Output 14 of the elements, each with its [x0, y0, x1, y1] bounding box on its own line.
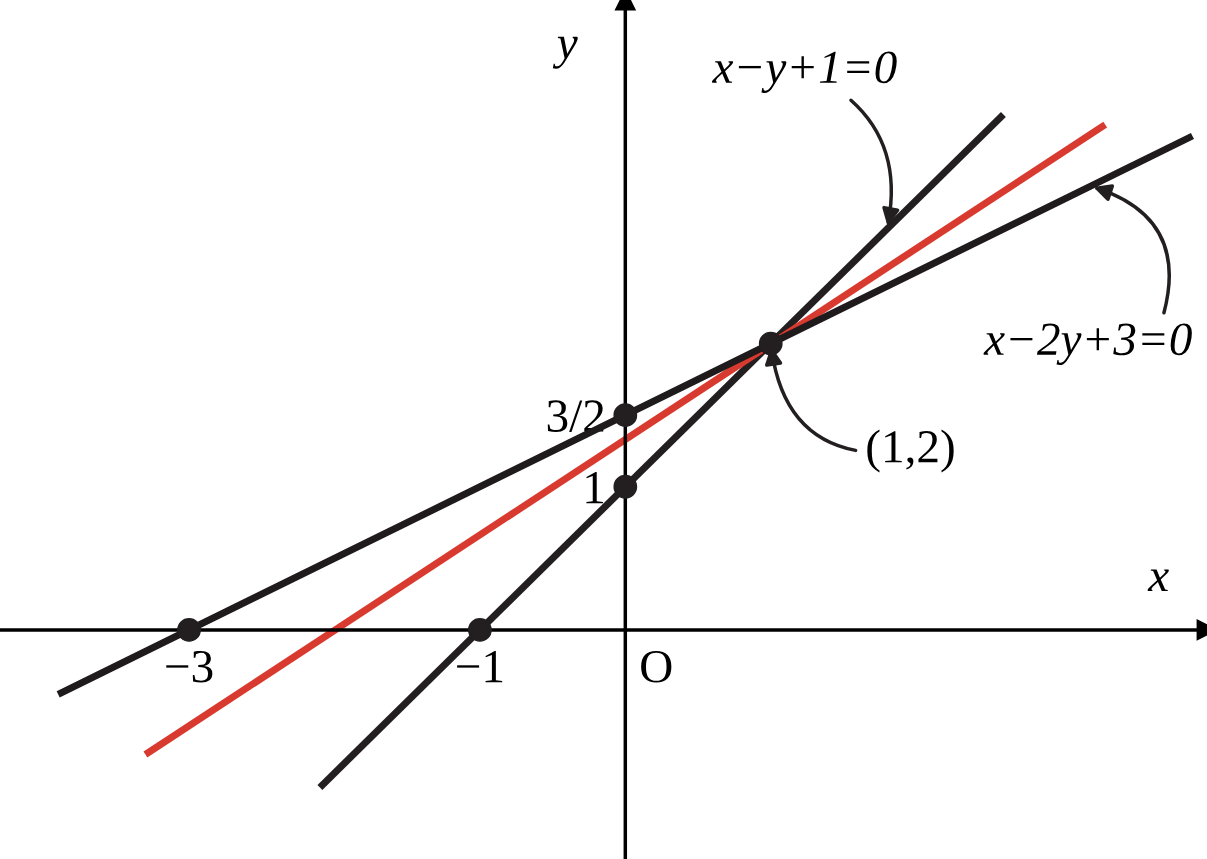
- x-tick-label: −3: [166, 650, 213, 683]
- point: [467, 618, 492, 642]
- x-axis-title: x: [1147, 569, 1169, 592]
- point: [613, 403, 638, 428]
- y-axis-title: y: [552, 36, 578, 69]
- annotation: (1,2): [867, 429, 954, 473]
- annotation: O: [641, 650, 672, 683]
- x-tick-label: −1: [457, 650, 503, 683]
- point: [177, 618, 201, 642]
- annotation: x−2y+3=0: [983, 323, 1192, 366]
- point: [613, 474, 638, 499]
- y-tick-label: 1: [586, 471, 604, 504]
- annotation: x−y+1=0: [711, 51, 897, 93]
- point: [758, 331, 783, 356]
